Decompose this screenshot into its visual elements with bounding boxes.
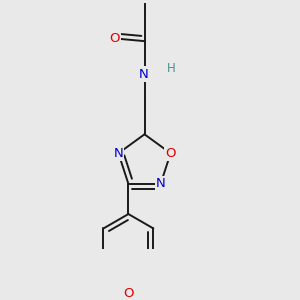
Text: N: N: [156, 177, 166, 190]
Text: H: H: [167, 62, 175, 75]
Text: O: O: [123, 287, 134, 300]
Text: N: N: [114, 147, 123, 160]
Text: N: N: [138, 68, 148, 80]
Text: O: O: [165, 147, 176, 160]
Text: O: O: [109, 32, 120, 45]
